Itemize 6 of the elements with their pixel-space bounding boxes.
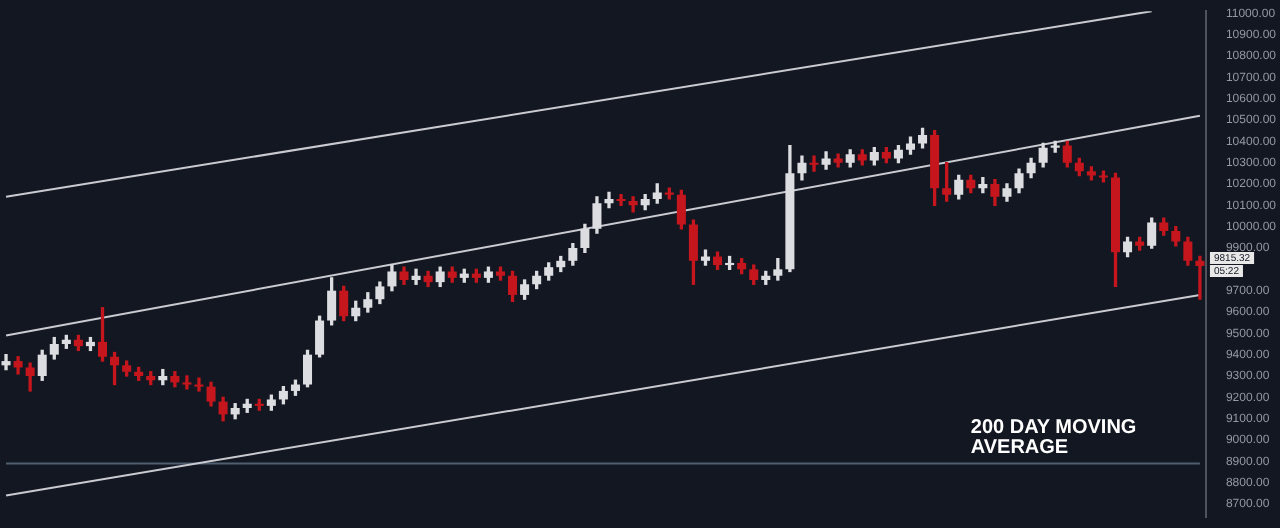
candlestick [194,377,204,392]
candlestick [182,375,192,390]
annotation: 200 DAY MOVING AVERAGE [970,416,1137,459]
candlestick [616,194,626,206]
candlestick [1195,255,1205,300]
candlestick [809,155,819,172]
